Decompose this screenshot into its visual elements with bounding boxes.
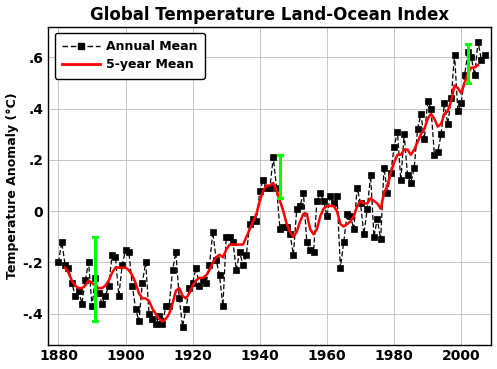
Annual Mean bbox=[424, 99, 430, 103]
5-year Mean bbox=[139, 296, 145, 301]
5-year Mean bbox=[66, 270, 72, 275]
Annual Mean bbox=[217, 273, 223, 277]
Title: Global Temperature Land-Ocean Index: Global Temperature Land-Ocean Index bbox=[90, 6, 449, 24]
Legend: Annual Mean, 5-year Mean: Annual Mean, 5-year Mean bbox=[55, 33, 205, 79]
Annual Mean bbox=[56, 260, 62, 265]
Annual Mean bbox=[280, 224, 286, 229]
5-year Mean bbox=[304, 211, 310, 216]
Annual Mean bbox=[465, 50, 471, 54]
Annual Mean bbox=[475, 40, 481, 44]
Line: 5-year Mean: 5-year Mean bbox=[65, 65, 478, 321]
Annual Mean bbox=[233, 268, 239, 272]
Line: Annual Mean: Annual Mean bbox=[56, 39, 488, 329]
Annual Mean bbox=[482, 52, 488, 57]
5-year Mean bbox=[160, 319, 166, 324]
5-year Mean bbox=[247, 227, 253, 231]
Y-axis label: Temperature Anomaly (°C): Temperature Anomaly (°C) bbox=[5, 92, 18, 279]
Annual Mean bbox=[179, 324, 185, 329]
5-year Mean bbox=[186, 291, 192, 296]
5-year Mean bbox=[89, 281, 95, 285]
5-year Mean bbox=[475, 63, 481, 67]
5-year Mean bbox=[62, 265, 68, 270]
Annual Mean bbox=[160, 322, 166, 326]
